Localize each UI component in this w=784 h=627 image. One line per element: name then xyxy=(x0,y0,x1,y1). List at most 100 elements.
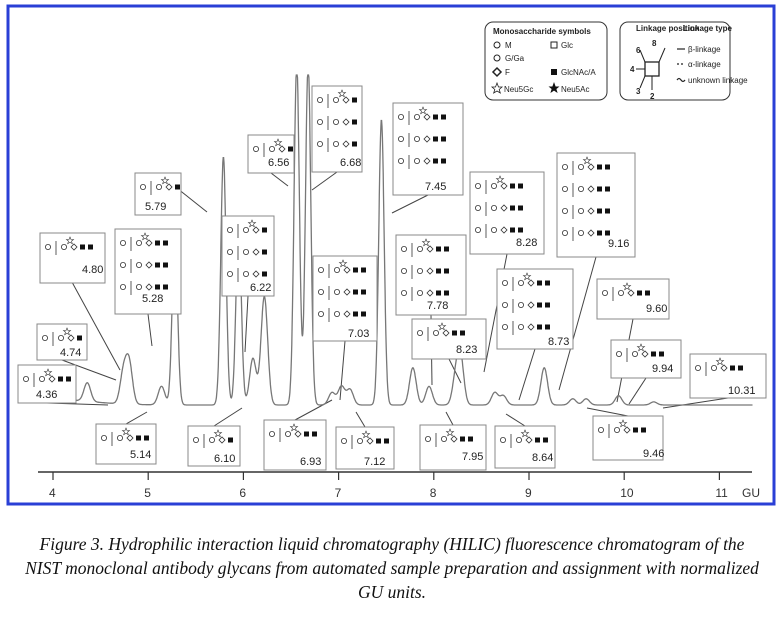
mannose-diamond-icon xyxy=(343,310,351,318)
glcnac-icon xyxy=(312,431,317,437)
neu5gc-icon xyxy=(522,272,532,281)
mannose-icon xyxy=(61,243,68,250)
galactose-icon xyxy=(474,226,481,233)
galactose-icon xyxy=(226,270,233,277)
neu5gc-icon xyxy=(437,322,447,331)
glcnac-icon xyxy=(597,230,602,236)
mannose-icon xyxy=(135,261,142,268)
mannose-icon xyxy=(416,245,423,252)
mannose-diamond-icon xyxy=(500,182,508,190)
galactose-icon xyxy=(598,426,605,433)
neu5gc-icon xyxy=(622,282,632,291)
mannose-diamond-icon xyxy=(252,248,260,256)
galactose-icon xyxy=(316,97,323,104)
mannose-icon xyxy=(416,289,423,296)
neu5ac-icon xyxy=(548,82,560,93)
gu-label: 4.36 xyxy=(36,389,57,401)
x-tick-label: 10 xyxy=(620,486,634,500)
glcnac-icon xyxy=(436,246,441,252)
mannose-icon xyxy=(284,430,291,437)
glcnac-icon xyxy=(441,158,446,164)
mannose-diamond-icon xyxy=(423,157,431,165)
legend-title: Monosaccharide symbols xyxy=(493,27,591,36)
galactose-icon xyxy=(493,54,501,62)
gu-label: 6.10 xyxy=(214,453,235,465)
neu5gc-icon xyxy=(338,259,348,268)
glcnac-icon xyxy=(376,438,381,444)
glcnac-icon xyxy=(460,330,465,336)
mannose-diamond-icon xyxy=(450,435,458,443)
glcnac-icon xyxy=(352,119,357,125)
annotation-frame xyxy=(392,102,464,196)
glycan-annotation-box: 7.45 xyxy=(392,102,464,196)
annotation-frame xyxy=(419,424,487,471)
galactose-icon xyxy=(400,267,407,274)
glycan-annotation-box: 6.68 xyxy=(311,85,363,173)
gu-label: 5.28 xyxy=(142,293,163,305)
linkage-pos-6: 6 xyxy=(636,46,641,55)
mannose-diamond-icon xyxy=(70,243,78,251)
glcnac-icon xyxy=(436,268,441,274)
mannose-diamond-icon xyxy=(366,437,374,445)
galactose-icon xyxy=(501,301,508,308)
glcnac-icon xyxy=(304,431,309,437)
glcnac-icon xyxy=(155,262,160,268)
glycan-annotation-box: 7.78 xyxy=(395,234,467,316)
leader-line xyxy=(355,411,366,428)
glcnac-icon xyxy=(460,436,465,442)
neu5gc-icon xyxy=(121,427,131,436)
galactose-icon xyxy=(45,243,52,250)
x-tick-label: 11 xyxy=(715,486,728,500)
annotation-frame xyxy=(187,425,241,467)
mannose-diamond-icon xyxy=(145,261,153,269)
glcnac-icon xyxy=(352,97,357,103)
gu-label: 6.56 xyxy=(268,157,289,169)
glcnac-icon xyxy=(288,146,293,152)
mannose-diamond-icon xyxy=(587,185,595,193)
glycan-annotation-box: 10.31 xyxy=(689,353,767,399)
glcnac-icon xyxy=(468,436,473,442)
glcnac-icon xyxy=(510,205,515,211)
glcnac-icon xyxy=(518,227,523,233)
mannose-diamond-icon xyxy=(145,239,153,247)
gu-label: 7.95 xyxy=(462,451,483,463)
mannose-diamond-icon xyxy=(587,207,595,215)
mannose-diamond-icon xyxy=(278,145,286,153)
mannose-icon xyxy=(614,426,621,433)
glcnac-icon xyxy=(543,437,548,443)
glcnac-icon xyxy=(444,268,449,274)
galactose-icon xyxy=(192,436,199,443)
glcnac-icon xyxy=(545,280,550,286)
gu-label: 8.23 xyxy=(456,344,477,356)
gu-label: 6.93 xyxy=(300,456,321,468)
annotation-frame xyxy=(39,232,106,284)
glcnac-icon xyxy=(66,376,71,382)
galactose-icon xyxy=(397,157,404,164)
linkage-square-icon xyxy=(644,61,660,77)
galactose-icon xyxy=(317,266,324,273)
mannose-icon xyxy=(493,41,501,49)
mannose-icon xyxy=(242,248,249,255)
glcnac-icon xyxy=(361,267,366,273)
gu-label: 9.94 xyxy=(652,363,673,375)
galactose-icon xyxy=(602,289,609,296)
mannose-diamond-icon xyxy=(426,245,434,253)
galactose-icon xyxy=(501,323,508,330)
mannose-icon xyxy=(135,239,142,246)
galactose-icon xyxy=(139,183,146,190)
mannose-icon xyxy=(413,157,420,164)
glcnac-icon xyxy=(535,437,540,443)
gu-label: 8.64 xyxy=(532,452,553,464)
mannose-diamond-icon xyxy=(342,140,350,148)
glcnac-icon xyxy=(262,249,267,255)
gu-label: 5.79 xyxy=(145,201,166,213)
mannose-icon xyxy=(135,283,142,290)
leader-line xyxy=(270,172,289,187)
leader-line xyxy=(391,194,429,214)
glcnac-icon xyxy=(155,240,160,246)
mannose-icon xyxy=(356,437,363,444)
galactose-icon xyxy=(42,334,49,341)
galactose-icon xyxy=(562,163,569,170)
glcnac-icon xyxy=(384,438,389,444)
leader-line xyxy=(505,413,526,427)
